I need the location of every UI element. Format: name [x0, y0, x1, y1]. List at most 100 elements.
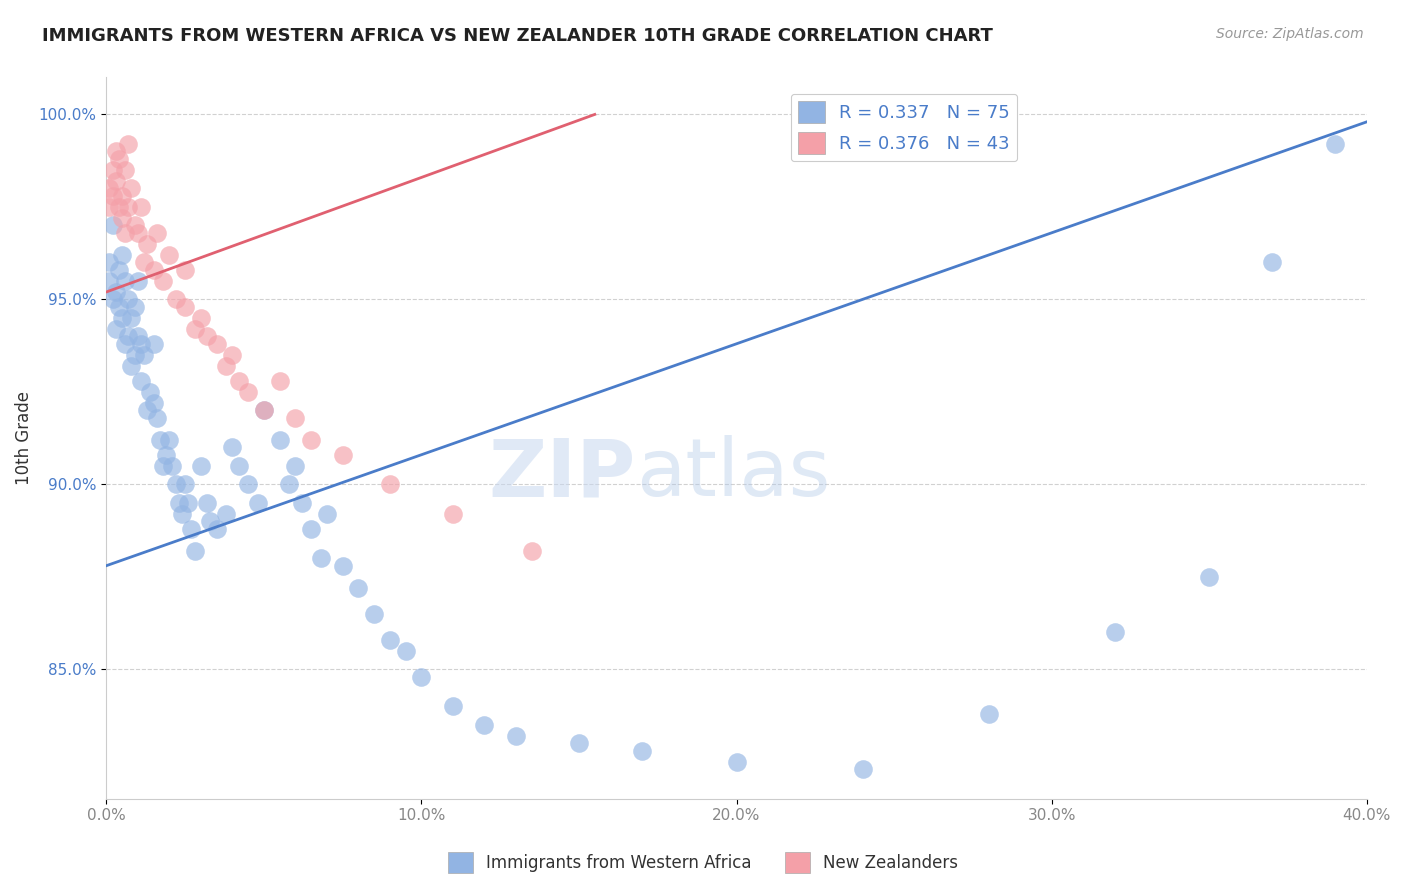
Point	[291, 496, 314, 510]
Point	[108, 152, 131, 166]
Point	[309, 551, 332, 566]
Y-axis label: 10th Grade: 10th Grade	[15, 391, 32, 485]
Point	[378, 632, 401, 647]
Point	[149, 433, 172, 447]
Point	[299, 433, 322, 447]
Point	[101, 293, 124, 307]
Point	[101, 219, 124, 233]
Point	[124, 348, 146, 362]
Point	[167, 496, 190, 510]
Point	[121, 181, 143, 195]
Point	[111, 211, 134, 225]
Point	[183, 322, 205, 336]
Point	[117, 293, 139, 307]
Point	[246, 496, 269, 510]
Point	[104, 174, 127, 188]
Point	[505, 729, 527, 743]
Point	[236, 384, 259, 399]
Point	[174, 300, 197, 314]
Point	[129, 200, 152, 214]
Point	[332, 448, 354, 462]
Point	[977, 706, 1000, 721]
Point	[520, 544, 543, 558]
Point	[441, 507, 464, 521]
Point	[98, 200, 121, 214]
Point	[253, 403, 276, 417]
Point	[145, 410, 167, 425]
Point	[474, 718, 496, 732]
Point	[228, 374, 250, 388]
Text: ZIP: ZIP	[488, 435, 636, 513]
Point	[136, 403, 159, 417]
Point	[145, 226, 167, 240]
Point	[190, 310, 212, 325]
Point	[568, 736, 591, 750]
Point	[139, 384, 162, 399]
Point	[221, 441, 243, 455]
Point	[215, 507, 238, 521]
Point	[114, 336, 136, 351]
Text: atlas: atlas	[636, 435, 830, 513]
Point	[104, 145, 127, 159]
Point	[114, 274, 136, 288]
Point	[155, 448, 177, 462]
Point	[299, 522, 322, 536]
Point	[127, 226, 149, 240]
Point	[228, 458, 250, 473]
Point	[170, 507, 193, 521]
Point	[378, 477, 401, 491]
Point	[205, 522, 228, 536]
Point	[269, 433, 291, 447]
Point	[157, 433, 180, 447]
Point	[108, 200, 131, 214]
Point	[114, 162, 136, 177]
Legend: R = 0.337   N = 75, R = 0.376   N = 43: R = 0.337 N = 75, R = 0.376 N = 43	[790, 94, 1018, 161]
Point	[127, 329, 149, 343]
Point	[1198, 570, 1220, 584]
Point	[152, 274, 174, 288]
Point	[236, 477, 259, 491]
Point	[136, 236, 159, 251]
Point	[111, 248, 134, 262]
Point	[108, 300, 131, 314]
Point	[278, 477, 301, 491]
Point	[162, 458, 184, 473]
Point	[631, 744, 654, 758]
Point	[104, 322, 127, 336]
Point	[129, 336, 152, 351]
Point	[152, 458, 174, 473]
Point	[98, 274, 121, 288]
Point	[363, 607, 385, 621]
Point	[121, 359, 143, 373]
Point	[111, 310, 134, 325]
Point	[174, 477, 197, 491]
Point	[253, 403, 276, 417]
Point	[108, 262, 131, 277]
Point	[195, 329, 218, 343]
Point	[124, 219, 146, 233]
Point	[200, 514, 222, 528]
Point	[332, 558, 354, 573]
Point	[142, 396, 165, 410]
Point	[411, 670, 433, 684]
Point	[347, 581, 370, 595]
Point	[284, 410, 307, 425]
Point	[1324, 136, 1347, 151]
Point	[180, 522, 202, 536]
Text: Source: ZipAtlas.com: Source: ZipAtlas.com	[1216, 27, 1364, 41]
Point	[1104, 625, 1126, 640]
Point	[195, 496, 218, 510]
Point	[165, 293, 187, 307]
Point	[101, 162, 124, 177]
Point	[205, 336, 228, 351]
Point	[852, 762, 875, 776]
Point	[111, 189, 134, 203]
Point	[174, 262, 197, 277]
Point	[121, 310, 143, 325]
Point	[142, 336, 165, 351]
Point	[190, 458, 212, 473]
Point	[101, 189, 124, 203]
Point	[129, 374, 152, 388]
Point	[98, 181, 121, 195]
Point	[132, 348, 155, 362]
